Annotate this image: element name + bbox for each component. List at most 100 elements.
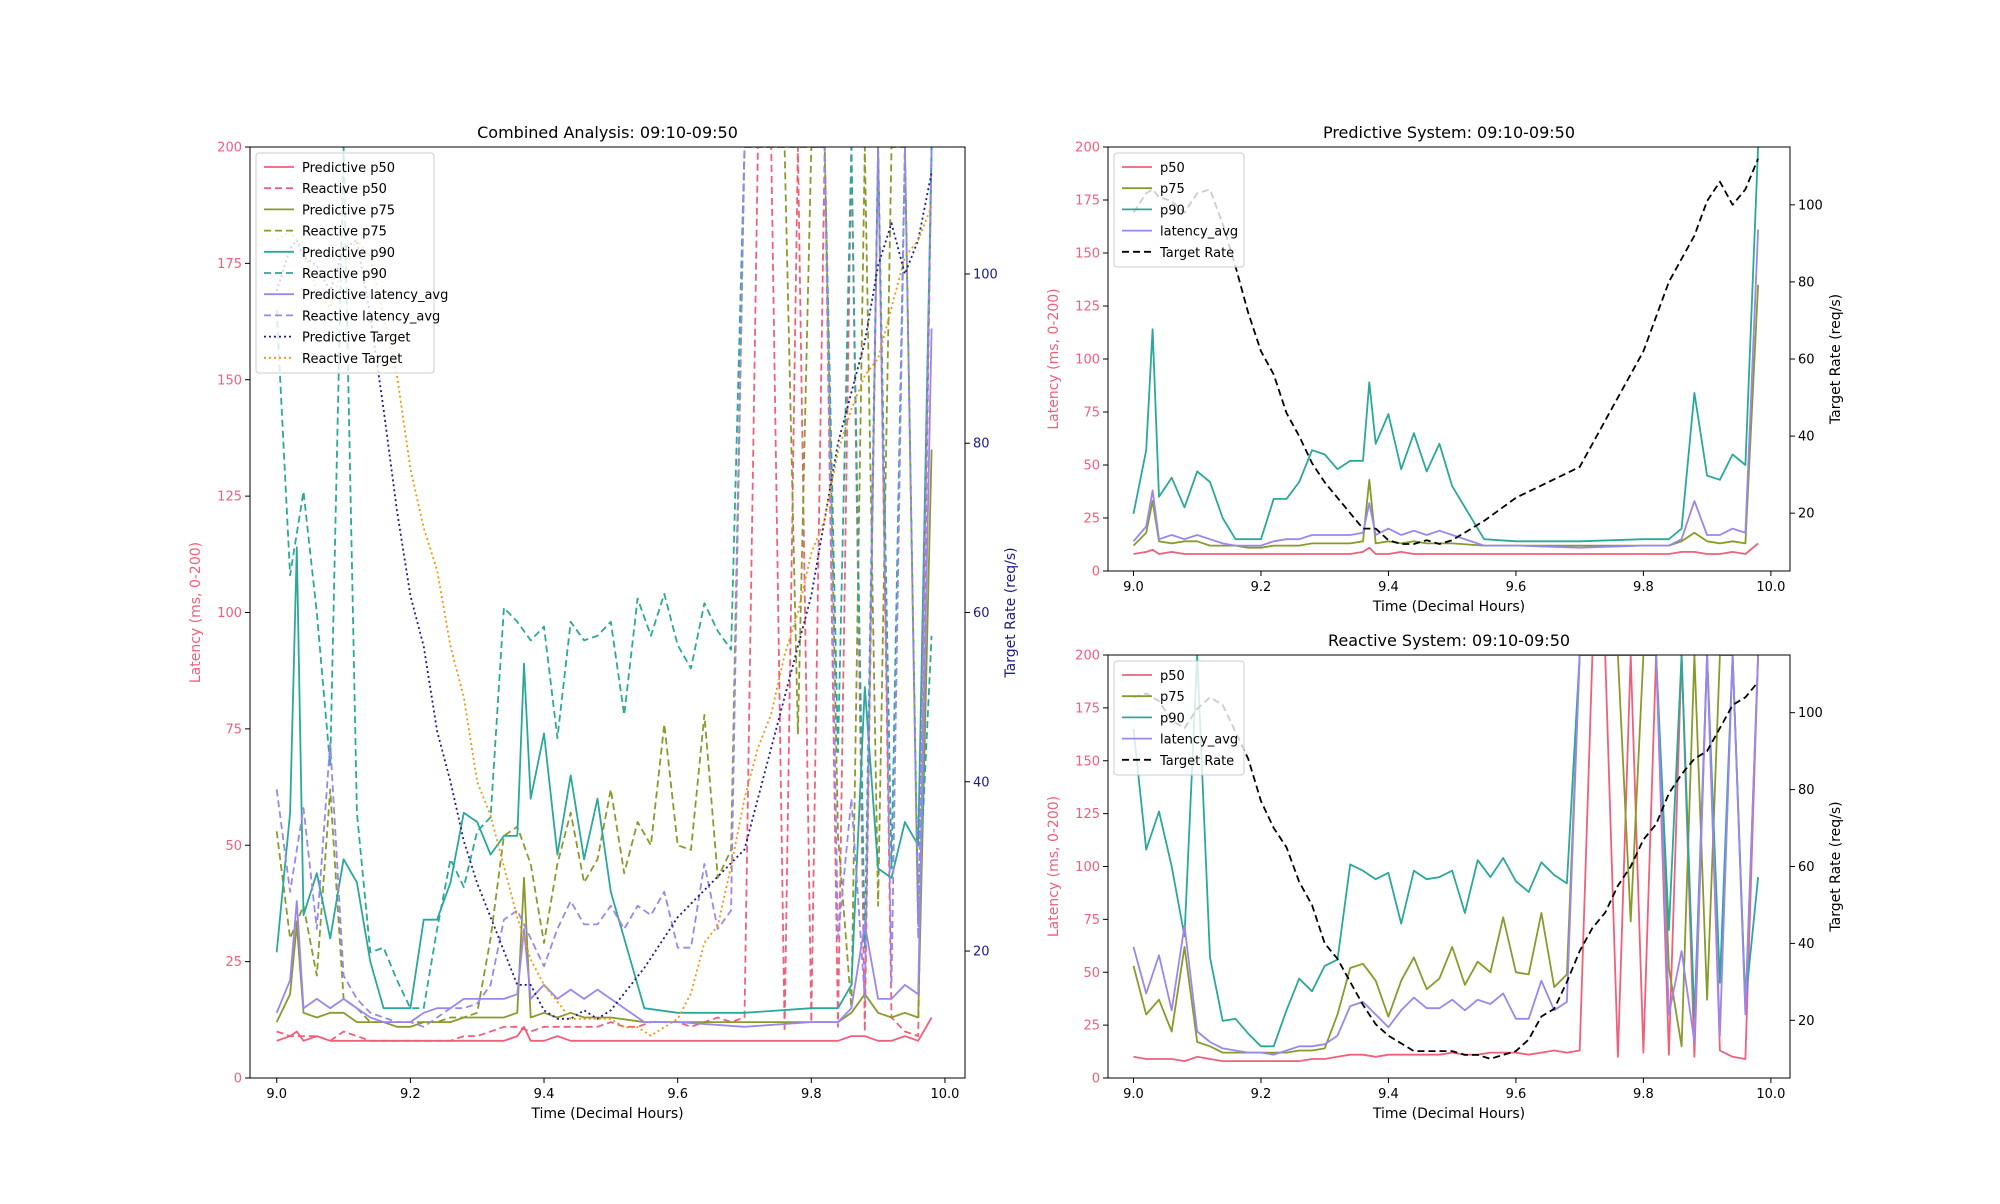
x-axis-label: Time (Decimal Hours) [1372, 599, 1525, 615]
legend-box [255, 152, 435, 374]
legend-label: Reactive p75 [302, 225, 387, 240]
y-axis-label: Latency (ms, 0-200) [1046, 796, 1062, 937]
chart-title: Reactive System: 09:10-09:50 [1328, 631, 1570, 650]
y2-tick-label: 60 [1798, 353, 1815, 368]
y-tick-label: 25 [225, 955, 242, 970]
y-tick-label: 0 [1092, 565, 1100, 580]
x-tick-label: 9.0 [1123, 1087, 1144, 1102]
y2-tick-label: 60 [973, 606, 990, 621]
legend-label: Reactive latency_avg [302, 309, 440, 324]
y-tick-label: 125 [1075, 807, 1100, 822]
chart-2: 9.0 9.2 9.4 9.6 9.8 10.0 0 25 50 75 100 125 150 175 20… [1046, 631, 1844, 1122]
y-tick-label: 150 [1075, 247, 1100, 262]
legend: p50 p75 p90 latency_avg Target Rate [1113, 152, 1245, 268]
y-tick-label: 150 [1075, 754, 1100, 769]
legend-label: p90 [1160, 203, 1185, 218]
y2-tick-label: 20 [1798, 507, 1815, 522]
y-tick-label: 150 [217, 373, 242, 388]
x-tick-label: 9.2 [1251, 1087, 1272, 1102]
y-tick-label: 50 [1083, 459, 1100, 474]
y2-tick-label: 80 [1798, 783, 1815, 798]
y2-axis-label: Target Rate (req/s) [1828, 801, 1844, 932]
legend: p50 p75 p90 latency_avg Target Rate [1113, 660, 1245, 776]
x-tick-label: 9.2 [400, 1087, 421, 1102]
x-tick-label: 9.6 [1506, 1087, 1527, 1102]
legend-label: Reactive p90 [302, 267, 387, 282]
legend-label: Predictive p50 [302, 161, 395, 176]
x-tick-label: 9.4 [534, 1087, 555, 1102]
x-tick-label: 9.2 [1251, 580, 1272, 595]
series-line [275, 147, 933, 1010]
x-tick-label: 10.0 [1756, 1087, 1785, 1102]
legend-label: latency_avg [1160, 225, 1238, 240]
x-tick-label: 9.4 [1378, 580, 1399, 595]
series-line [275, 147, 933, 1028]
x-tick-label: 9.8 [1633, 580, 1654, 595]
y-tick-label: 100 [1075, 353, 1100, 368]
x-tick-label: 9.6 [1506, 580, 1527, 595]
series-line [275, 449, 933, 1028]
legend-label: Predictive Target [302, 331, 410, 346]
y2-tick-label: 100 [1798, 706, 1823, 721]
y-tick-label: 50 [1083, 966, 1100, 981]
x-tick-label: 9.4 [1378, 1087, 1399, 1102]
y-tick-label: 75 [1083, 913, 1100, 928]
y2-tick-label: 100 [973, 267, 998, 282]
x-tick-label: 9.8 [801, 1087, 822, 1102]
legend-box [1113, 660, 1245, 776]
y-tick-label: 0 [234, 1072, 242, 1087]
series-line [1133, 542, 1759, 555]
legend-label: p90 [1160, 711, 1185, 726]
series-line [1132, 655, 1759, 1056]
series-line [1133, 655, 1759, 1062]
x-tick-label: 10.0 [1756, 580, 1785, 595]
legend-label: Predictive p75 [302, 203, 395, 218]
x-axis-label: Time (Decimal Hours) [1372, 1106, 1525, 1122]
legend-label: Predictive p90 [302, 246, 395, 261]
y-tick-label: 25 [1083, 1019, 1100, 1034]
chart-0: 9.0 9.2 9.4 9.6 9.8 10.0 0 25 50 75 100 125 150 175 20… [188, 123, 1019, 1122]
legend-label: Target Rate [1159, 246, 1234, 261]
legend-label: Reactive p50 [302, 182, 387, 197]
y-tick-label: 75 [1083, 406, 1100, 421]
series-group [275, 147, 933, 1042]
series-line [275, 328, 933, 1028]
y-tick-label: 200 [217, 141, 242, 156]
y-tick-label: 200 [1075, 649, 1100, 664]
y2-tick-label: 100 [1798, 198, 1823, 213]
legend-label: p75 [1160, 690, 1185, 705]
legend-label: p75 [1160, 182, 1185, 197]
legend-label: Reactive Target [302, 352, 402, 367]
series-line [1132, 284, 1759, 549]
series-line [276, 205, 933, 1037]
y2-tick-label: 40 [1798, 937, 1815, 952]
legend: Predictive p50 Reactive p50 Predictive p75… [255, 152, 448, 374]
y-axis-label: Latency (ms, 0-200) [188, 542, 204, 683]
x-axis-label: Time (Decimal Hours) [530, 1106, 683, 1122]
y-axis-label: Latency (ms, 0-200) [1046, 288, 1062, 429]
legend-label: latency_avg [1160, 733, 1238, 748]
x-tick-label: 9.0 [266, 1087, 287, 1102]
legend-label: Predictive latency_avg [302, 288, 448, 303]
x-tick-label: 9.8 [1633, 1087, 1654, 1102]
series-line [275, 147, 933, 1014]
y-tick-label: 75 [225, 722, 242, 737]
legend-label: p50 [1160, 161, 1185, 176]
y2-tick-label: 60 [1798, 860, 1815, 875]
y-tick-label: 100 [1075, 860, 1100, 875]
chart-1: 9.0 9.2 9.4 9.6 9.8 10.0 0 25 50 75 100 125 150 175 20… [1046, 123, 1844, 615]
y-tick-label: 175 [1075, 701, 1100, 716]
series-line [276, 1017, 933, 1042]
series-line [1132, 147, 1759, 543]
y2-tick-label: 80 [1798, 275, 1815, 290]
y2-axis-label: Target Rate (req/s) [1828, 294, 1844, 425]
series-line [1132, 655, 1759, 1054]
y-tick-label: 125 [217, 490, 242, 505]
series-line [276, 147, 933, 1042]
y2-tick-label: 20 [973, 945, 990, 960]
y-tick-label: 200 [1075, 141, 1100, 156]
y2-tick-label: 20 [1798, 1014, 1815, 1029]
y-tick-label: 175 [217, 257, 242, 272]
y-tick-label: 175 [1075, 194, 1100, 209]
